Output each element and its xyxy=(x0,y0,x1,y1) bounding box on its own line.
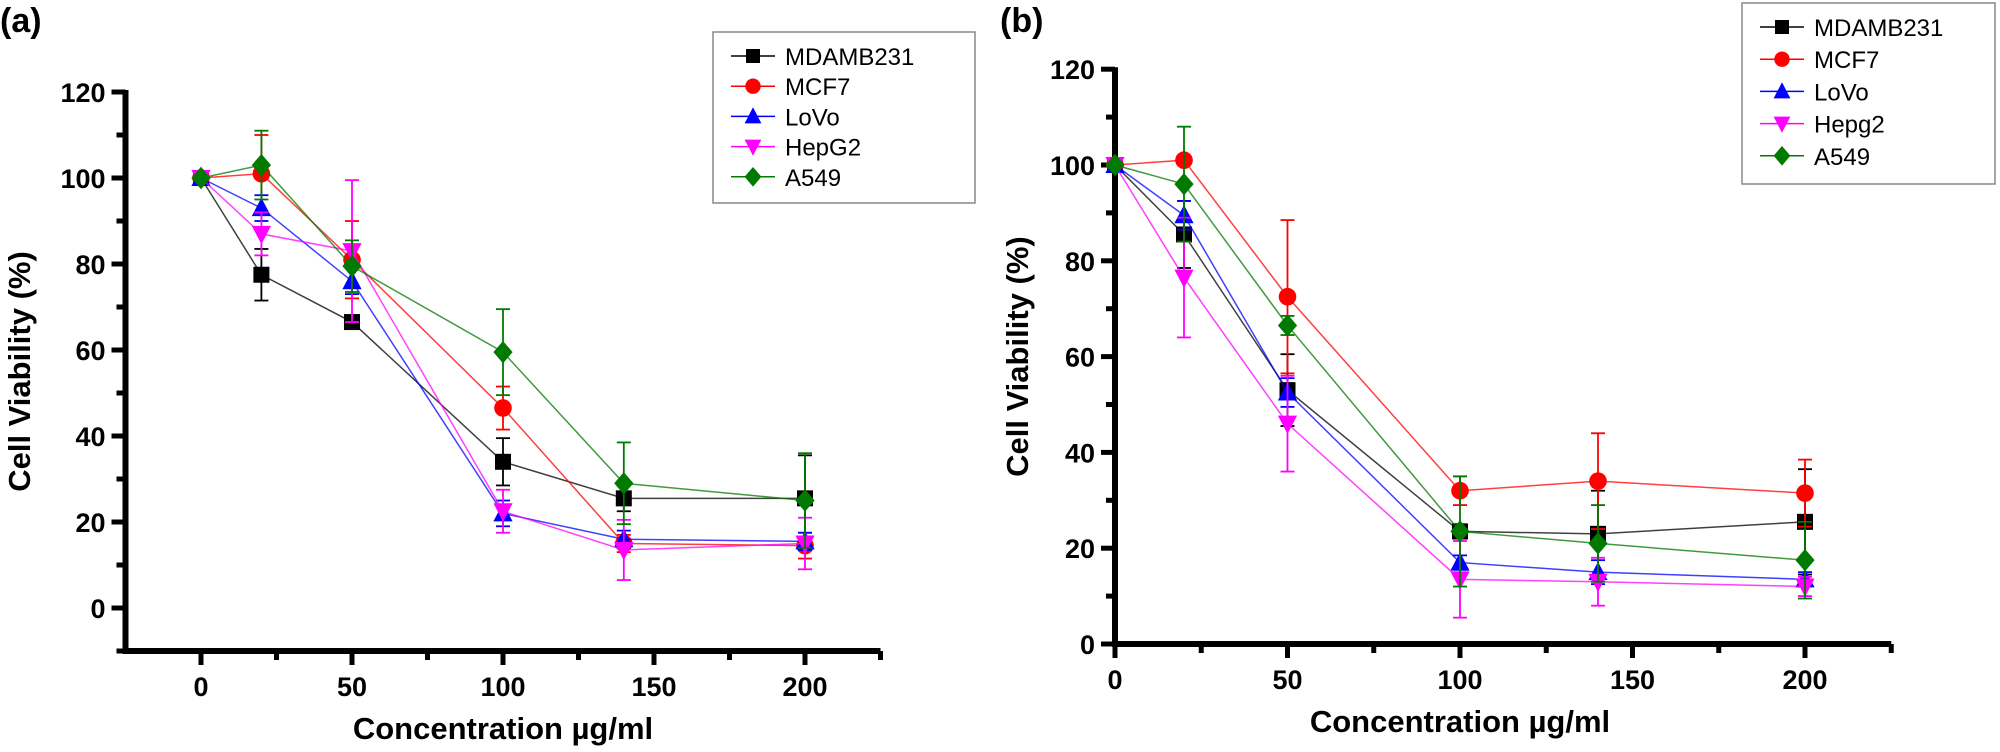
data-point-diamond xyxy=(191,166,211,190)
panel-b: (b) 0 20 40 60 80 100 120 0 50 100 150 200 Concentrat… xyxy=(1000,2,1996,739)
legend-label: A549 xyxy=(1814,144,1870,171)
data-point-diamond xyxy=(1795,548,1815,572)
legend-marker-triangle-down xyxy=(744,139,762,156)
legend: MDAMB231 MCF7 LoVo HepG2 A549 xyxy=(712,31,976,204)
y-tick-label: 60 xyxy=(1065,343,1095,373)
legend-marker-diamond xyxy=(1773,146,1791,166)
x-axis-label: Concentration µg/ml xyxy=(1310,704,1610,739)
data-point-circle xyxy=(1796,484,1814,502)
x-tick-label: 0 xyxy=(1107,665,1122,695)
legend-marker-triangle-down xyxy=(1773,116,1791,133)
y-tick-label: 100 xyxy=(60,164,105,194)
data-point-triangle-down xyxy=(1588,573,1608,593)
y-tick-label: 80 xyxy=(75,250,105,280)
data-point-diamond xyxy=(1105,153,1125,177)
legend-marker-circle xyxy=(745,78,761,94)
legend-marker-diamond xyxy=(744,167,762,187)
legend-marker-triangle-up xyxy=(1773,82,1791,99)
legend: MDAMB231 MCF7 LoVo Hepg2 A549 xyxy=(1741,2,1996,185)
x-axis-label: Concentration µg/ml xyxy=(353,711,653,746)
series-line xyxy=(1114,164,1806,561)
x-tick-label: 200 xyxy=(1782,665,1827,695)
legend-marker-triangle-up xyxy=(744,107,762,124)
x-tick-label: 100 xyxy=(1437,665,1482,695)
y-tick-label: 40 xyxy=(75,422,105,452)
series-line xyxy=(200,177,806,543)
legend-marker-square xyxy=(746,49,760,63)
data-point-diamond xyxy=(493,340,513,364)
legend-marker-square xyxy=(1775,20,1789,34)
y-tick-label: 80 xyxy=(1065,247,1095,277)
data-point-circle xyxy=(1589,472,1607,490)
data-point-triangle-down xyxy=(614,541,634,561)
legend-marker-circle xyxy=(1774,51,1790,67)
legend-label: MCF7 xyxy=(1814,47,1879,74)
series-line xyxy=(1114,164,1806,588)
series-line xyxy=(200,177,805,500)
data-point-triangle-down xyxy=(493,503,513,522)
data-point-diamond xyxy=(614,472,634,495)
y-tick-label: 120 xyxy=(1050,55,1095,85)
legend-label: A549 xyxy=(785,165,841,192)
x-tick-label: 150 xyxy=(1610,665,1655,695)
panel-a: (a) 0 20 40 60 80 100 120 0 50 100 150 200 Concentrat… xyxy=(0,2,976,746)
series-a549 xyxy=(1105,125,1815,600)
data-point-square xyxy=(253,266,270,283)
series-a549 xyxy=(191,129,815,549)
data-point-circle xyxy=(1278,287,1297,306)
data-point-triangle-down xyxy=(1277,415,1298,435)
y-tick-label: 100 xyxy=(1050,151,1095,181)
x-tick-label: 50 xyxy=(337,672,367,702)
y-tick-label: 0 xyxy=(1080,630,1095,660)
x-tick-label: 50 xyxy=(1272,665,1302,695)
y-tick-label: 60 xyxy=(75,336,105,366)
data-point-square xyxy=(495,453,511,470)
data-point-diamond xyxy=(1277,314,1298,337)
y-tick-label: 20 xyxy=(75,508,105,538)
data-point-diamond xyxy=(795,489,815,512)
y-axis-label: Cell Viability (%) xyxy=(2,251,37,492)
series-line xyxy=(200,177,806,551)
series-mcf7 xyxy=(1106,151,1814,530)
legend-label: HepG2 xyxy=(785,135,861,162)
y-tick-label: 40 xyxy=(1065,438,1095,468)
data-point-triangle-down xyxy=(251,225,271,245)
data-point-circle xyxy=(494,399,512,417)
legend-label: MCF7 xyxy=(785,74,850,101)
legend-label: MDAMB231 xyxy=(785,44,914,71)
y-axis-label: Cell Viability (%) xyxy=(1000,236,1035,477)
data-point-diamond xyxy=(251,153,271,177)
x-tick-label: 100 xyxy=(480,672,525,702)
data-point-diamond xyxy=(1588,532,1608,555)
x-tick-label: 150 xyxy=(631,672,676,702)
x-tick-label: 0 xyxy=(193,672,208,702)
y-tick-label: 120 xyxy=(60,78,105,108)
series-line xyxy=(200,172,806,547)
data-point-triangle-down xyxy=(1174,269,1194,288)
y-tick-label: 0 xyxy=(90,594,105,624)
data-point-diamond xyxy=(1450,520,1470,543)
series-line xyxy=(1114,159,1806,494)
legend-label: LoVo xyxy=(785,104,840,131)
legend-label: Hepg2 xyxy=(1814,112,1885,139)
series-line xyxy=(1114,164,1806,581)
legend-label: MDAMB231 xyxy=(1814,15,1943,42)
x-tick-label: 200 xyxy=(782,672,827,702)
y-tick-label: 20 xyxy=(1065,534,1095,564)
legend-label: LoVo xyxy=(1814,79,1869,106)
panel-label: (b) xyxy=(1000,2,1043,40)
data-point-diamond xyxy=(342,254,362,278)
series-line xyxy=(200,164,806,502)
panel-label: (a) xyxy=(0,2,42,40)
data-point-diamond xyxy=(1174,172,1194,196)
series-line xyxy=(1114,164,1806,535)
